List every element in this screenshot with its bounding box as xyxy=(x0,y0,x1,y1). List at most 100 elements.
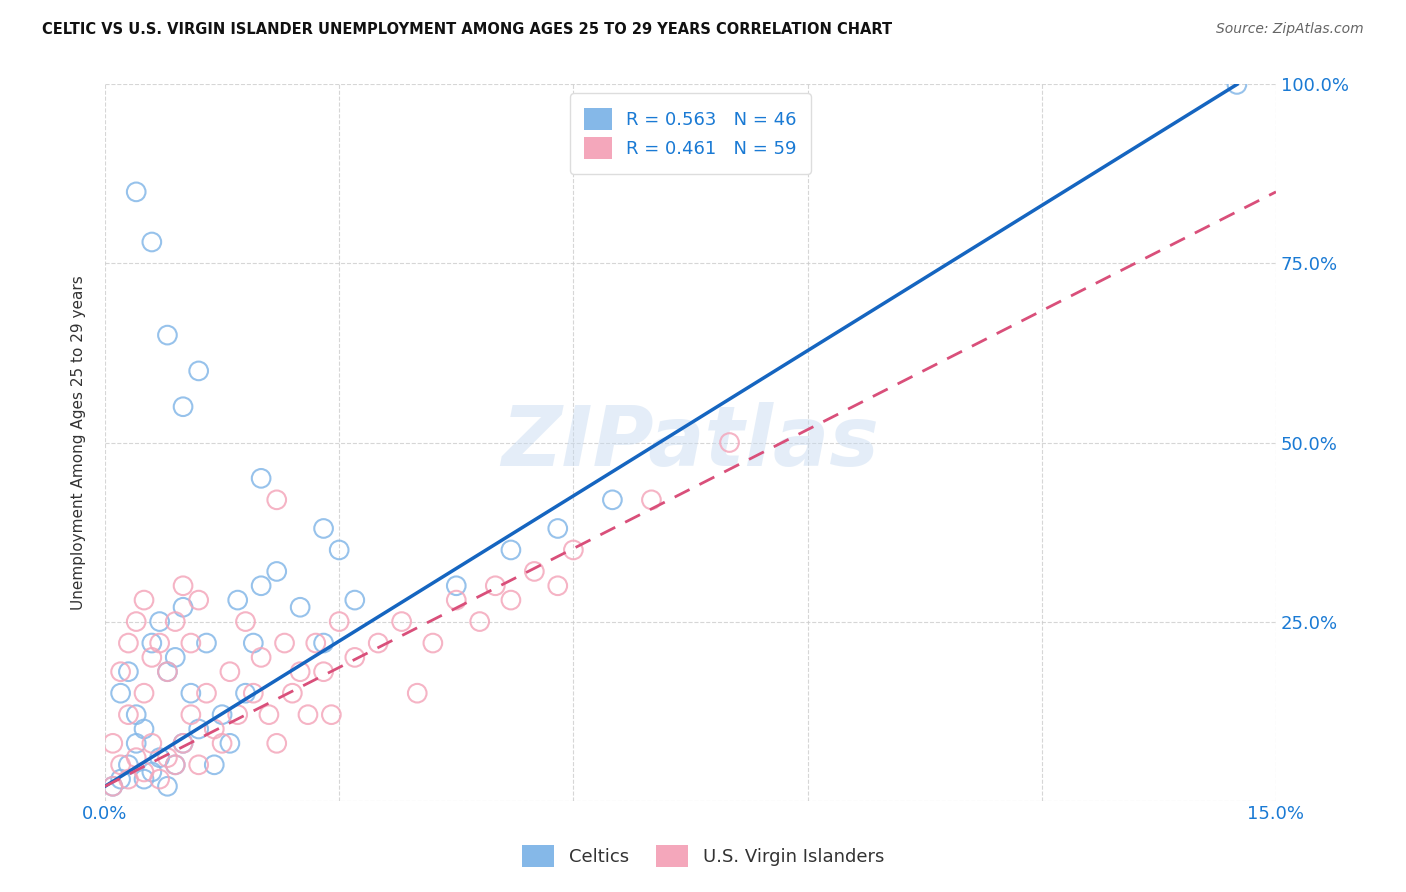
Point xyxy=(125,750,148,764)
Point xyxy=(101,779,124,793)
Point xyxy=(165,650,187,665)
Point xyxy=(266,565,288,579)
Point xyxy=(172,736,194,750)
Point xyxy=(235,686,257,700)
Point xyxy=(250,650,273,665)
Point xyxy=(235,615,257,629)
Point xyxy=(422,636,444,650)
Point xyxy=(328,543,350,558)
Point xyxy=(562,543,585,558)
Point xyxy=(156,665,179,679)
Point xyxy=(499,543,522,558)
Point xyxy=(172,600,194,615)
Point xyxy=(110,772,132,786)
Point xyxy=(242,686,264,700)
Point xyxy=(547,521,569,535)
Point xyxy=(718,435,741,450)
Point xyxy=(141,636,163,650)
Point xyxy=(132,593,155,607)
Point xyxy=(281,686,304,700)
Point xyxy=(226,593,249,607)
Point xyxy=(523,565,546,579)
Point xyxy=(195,686,218,700)
Point xyxy=(266,492,288,507)
Point xyxy=(141,235,163,249)
Point xyxy=(367,636,389,650)
Point xyxy=(484,579,506,593)
Legend: R = 0.563   N = 46, R = 0.461   N = 59: R = 0.563 N = 46, R = 0.461 N = 59 xyxy=(569,94,811,174)
Point xyxy=(406,686,429,700)
Point xyxy=(117,757,139,772)
Point xyxy=(165,615,187,629)
Point xyxy=(125,736,148,750)
Point xyxy=(202,757,225,772)
Legend: Celtics, U.S. Virgin Islanders: Celtics, U.S. Virgin Islanders xyxy=(515,838,891,874)
Text: ZIPatlas: ZIPatlas xyxy=(502,402,879,483)
Point xyxy=(172,579,194,593)
Point xyxy=(187,722,209,736)
Point xyxy=(202,722,225,736)
Point xyxy=(250,579,273,593)
Point xyxy=(125,185,148,199)
Point xyxy=(187,593,209,607)
Point xyxy=(132,772,155,786)
Y-axis label: Unemployment Among Ages 25 to 29 years: Unemployment Among Ages 25 to 29 years xyxy=(72,275,86,610)
Point xyxy=(297,707,319,722)
Point xyxy=(180,707,202,722)
Point xyxy=(468,615,491,629)
Point xyxy=(195,636,218,650)
Point xyxy=(273,636,295,650)
Point xyxy=(187,757,209,772)
Point xyxy=(132,764,155,779)
Point xyxy=(156,328,179,343)
Point xyxy=(156,779,179,793)
Point xyxy=(180,636,202,650)
Point xyxy=(312,636,335,650)
Point xyxy=(141,764,163,779)
Point xyxy=(343,650,366,665)
Text: CELTIC VS U.S. VIRGIN ISLANDER UNEMPLOYMENT AMONG AGES 25 TO 29 YEARS CORRELATIO: CELTIC VS U.S. VIRGIN ISLANDER UNEMPLOYM… xyxy=(42,22,893,37)
Point xyxy=(266,736,288,750)
Point xyxy=(602,492,624,507)
Point xyxy=(288,665,311,679)
Point xyxy=(343,593,366,607)
Point xyxy=(117,707,139,722)
Point xyxy=(312,665,335,679)
Point xyxy=(391,615,413,629)
Point xyxy=(219,665,242,679)
Point xyxy=(1226,78,1249,92)
Point xyxy=(110,757,132,772)
Point xyxy=(180,686,202,700)
Point xyxy=(165,757,187,772)
Point xyxy=(117,636,139,650)
Point xyxy=(257,707,280,722)
Point xyxy=(547,579,569,593)
Point xyxy=(446,579,468,593)
Point xyxy=(149,772,172,786)
Point xyxy=(141,736,163,750)
Point xyxy=(242,636,264,650)
Point xyxy=(149,636,172,650)
Point xyxy=(117,772,139,786)
Point xyxy=(172,736,194,750)
Point xyxy=(226,707,249,722)
Point xyxy=(117,665,139,679)
Point xyxy=(149,750,172,764)
Point xyxy=(219,736,242,750)
Point xyxy=(187,364,209,378)
Point xyxy=(312,521,335,535)
Point xyxy=(172,400,194,414)
Point xyxy=(141,650,163,665)
Point xyxy=(288,600,311,615)
Point xyxy=(328,615,350,629)
Point xyxy=(305,636,328,650)
Point xyxy=(250,471,273,485)
Point xyxy=(499,593,522,607)
Point xyxy=(149,615,172,629)
Point xyxy=(446,593,468,607)
Point xyxy=(125,615,148,629)
Point xyxy=(132,722,155,736)
Point xyxy=(321,707,343,722)
Point xyxy=(211,736,233,750)
Point xyxy=(110,665,132,679)
